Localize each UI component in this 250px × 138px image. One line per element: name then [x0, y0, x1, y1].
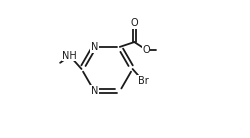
Text: N: N — [90, 86, 98, 96]
Text: O: O — [142, 45, 150, 55]
Text: N: N — [90, 42, 98, 52]
Text: NH: NH — [62, 51, 77, 61]
Text: Br: Br — [138, 76, 148, 86]
Text: O: O — [130, 18, 138, 28]
